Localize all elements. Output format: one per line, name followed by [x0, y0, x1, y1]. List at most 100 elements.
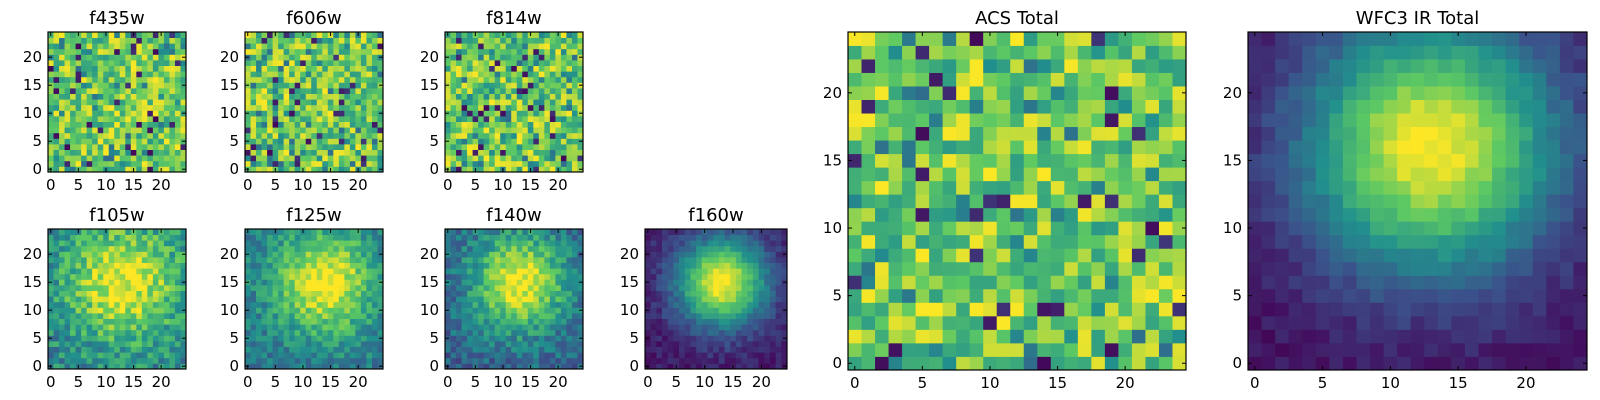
heatmap-cell [450, 357, 457, 364]
heatmap-cell [136, 43, 143, 50]
heatmap-cell [696, 313, 703, 319]
heatmap-cell [272, 290, 279, 297]
heatmap-cell [650, 363, 657, 370]
heatmap-cell [305, 357, 312, 364]
heatmap-cell [505, 88, 512, 94]
heatmap-cell [724, 262, 731, 269]
heatmap-cell [245, 76, 251, 83]
heatmap-cell [752, 290, 759, 297]
heatmap-cell [1118, 342, 1133, 357]
heatmap-cell [696, 262, 703, 269]
heatmap-cell [272, 127, 279, 134]
heatmap-cell [472, 127, 479, 134]
heatmap-cell [333, 285, 340, 291]
heatmap-cell [267, 160, 273, 167]
heatmap-cell [555, 257, 562, 263]
heatmap-cell [483, 268, 490, 275]
heatmap-cell [311, 132, 318, 139]
heatmap-cell [511, 307, 518, 314]
heatmap-cell [103, 155, 110, 162]
heatmap-cell [267, 48, 273, 55]
heatmap-cell [478, 257, 485, 263]
heatmap-cell [130, 335, 137, 342]
heatmap-cell [305, 257, 312, 263]
heatmap-cell [555, 110, 562, 117]
heatmap-cell [283, 48, 290, 55]
heatmap-cell [147, 149, 154, 156]
heatmap-cell [673, 313, 680, 319]
heatmap-cell [316, 121, 323, 128]
heatmap-cell [538, 240, 545, 247]
heatmap-cell [125, 329, 132, 336]
heatmap-cell [289, 313, 296, 319]
heatmap-cell [366, 48, 373, 55]
heatmap-cell [92, 318, 99, 325]
heatmap-cell [256, 341, 262, 347]
heatmap-cell [511, 357, 518, 364]
heatmap-cell [147, 357, 154, 364]
heatmap-cell [327, 48, 334, 55]
heatmap-cell [701, 357, 708, 364]
heatmap-cell [338, 301, 345, 308]
heatmap-cell [103, 54, 110, 61]
heatmap-cell [327, 160, 334, 167]
heatmap-cell [483, 93, 490, 100]
heatmap-cell [645, 357, 652, 364]
heatmap-cell [70, 240, 76, 247]
heatmap-cell [256, 60, 262, 66]
heatmap-cell [261, 149, 268, 156]
heatmap-cell [152, 262, 159, 269]
heatmap-cell [571, 285, 578, 291]
heatmap-cell [141, 144, 148, 150]
heatmap-cell [1145, 234, 1160, 249]
heatmap-cell [662, 313, 669, 319]
heatmap-cell [511, 296, 518, 303]
heatmap-cell [59, 37, 65, 44]
heatmap-cell [577, 160, 584, 167]
heatmap-cell [256, 149, 262, 156]
heatmap-cell [272, 251, 279, 258]
heatmap-cell [741, 262, 748, 269]
heatmap-cell [538, 234, 545, 241]
heatmap-cell [505, 48, 512, 55]
heatmap-cell [533, 93, 540, 100]
heatmap-cell [108, 352, 115, 359]
heatmap-cell [283, 335, 290, 342]
heatmap-cell [283, 144, 290, 150]
heatmap-cell [1010, 342, 1025, 357]
heatmap-cell [560, 251, 567, 258]
heatmap-cell [549, 240, 556, 247]
heatmap-cell [656, 268, 663, 275]
heatmap-cell [861, 356, 876, 371]
heatmap-cell [333, 82, 340, 89]
heatmap-cell [300, 307, 307, 314]
heatmap-cell [136, 268, 143, 275]
heatmap-cell [267, 110, 273, 117]
heatmap-cell [1131, 342, 1146, 357]
heatmap-cell [349, 110, 356, 117]
heatmap-cell [305, 251, 312, 258]
heatmap-cell [108, 127, 115, 134]
heatmap-cell [516, 60, 523, 66]
heatmap-cell [136, 313, 143, 319]
heatmap-cell [174, 341, 181, 347]
heatmap-cell [333, 262, 340, 269]
heatmap-cell [103, 296, 110, 303]
heatmap-cell [64, 234, 71, 241]
heatmap-cell [136, 318, 143, 325]
heatmap-cell [1131, 221, 1146, 236]
heatmap-cell [92, 341, 99, 347]
heatmap-cell [256, 54, 262, 61]
heatmap-cell [577, 290, 584, 297]
heatmap-cell [338, 116, 345, 122]
heatmap-cell [338, 65, 345, 72]
heatmap-cell [86, 37, 93, 44]
heatmap-cell [549, 76, 556, 83]
heatmap-cell [500, 138, 507, 145]
heatmap-cell [718, 346, 725, 353]
heatmap-cell [656, 318, 663, 325]
heatmap-cell [577, 262, 584, 269]
heatmap-cell [549, 313, 556, 319]
heatmap-cell [53, 160, 60, 167]
heatmap-cell [775, 240, 782, 247]
